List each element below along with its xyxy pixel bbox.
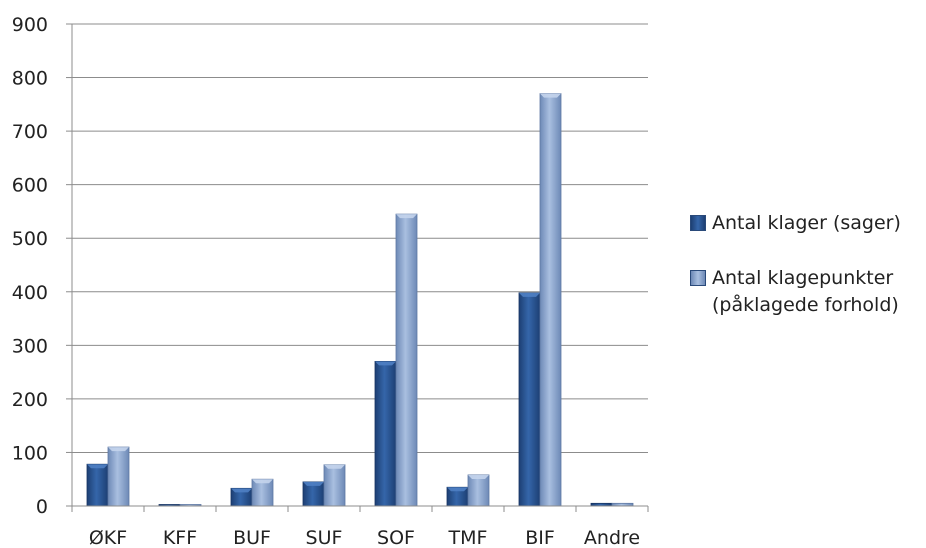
- x-tick-label: BIF: [525, 527, 555, 548]
- y-axis: 0 100 200 300 400 500 600 700 800 900: [12, 14, 73, 518]
- legend-swatch-series-2: [690, 270, 706, 286]
- y-tick-label: 800: [12, 68, 48, 90]
- bar-bevel: [468, 474, 489, 479]
- x-axis: ØKF KFF BUF SUF SOF TMF BIF Andre: [71, 505, 649, 548]
- y-tick-label: 500: [12, 228, 48, 250]
- bar-bevel: [324, 464, 345, 469]
- x-tick-label: SUF: [306, 527, 343, 548]
- legend-swatch-series-1: [690, 215, 706, 231]
- legend-label-series-2: Antal klagepunkter (påklagede forhold): [712, 267, 899, 316]
- x-tick-label: Andre: [584, 527, 640, 548]
- bar-klager-ØKF: [86, 463, 109, 507]
- x-tick-label: ØKF: [89, 527, 127, 548]
- y-tick-label: 400: [12, 282, 48, 304]
- bar-bevel: [303, 481, 324, 486]
- y-tick-label: 100: [12, 442, 48, 464]
- bar-klagepunkter-TMF: [467, 474, 490, 507]
- bar-klagepunkter-SUF: [323, 464, 346, 507]
- legend-item-series-1: Antal klager (sager): [690, 210, 926, 237]
- bar-bevel: [87, 464, 108, 469]
- bar-klagepunkter-BIF: [539, 93, 562, 507]
- legend-label-series-1: Antal klager (sager): [712, 212, 901, 234]
- bar-klager-BIF: [518, 292, 541, 507]
- bar-bevel: [447, 487, 468, 492]
- bar-klager-SOF: [374, 360, 397, 507]
- y-tick-label: 900: [12, 14, 48, 36]
- bar-bevel: [540, 93, 561, 98]
- x-tick-label: KFF: [163, 527, 197, 548]
- x-tick-label: BUF: [233, 527, 271, 548]
- bar-bevel: [519, 292, 540, 297]
- bar-bevel: [108, 447, 129, 452]
- bar-bevel: [375, 361, 396, 366]
- bar-bevel: [252, 479, 273, 484]
- x-tick-label: TMF: [448, 527, 488, 548]
- bar-bevel: [231, 488, 252, 493]
- bar-klagepunkter-ØKF: [107, 446, 130, 507]
- legend-item-series-2: Antal klagepunkter (påklagede forhold): [690, 265, 926, 319]
- bar-klagepunkter-BUF: [251, 478, 274, 507]
- bar-bevel: [396, 214, 417, 219]
- x-tick-label: SOF: [377, 527, 415, 548]
- legend: Antal klager (sager) Antal klagepunkter …: [690, 210, 926, 347]
- y-tick-label: 200: [12, 389, 48, 411]
- bar-series: [86, 93, 634, 507]
- y-tick-label: 0: [36, 496, 48, 518]
- y-tick-label: 700: [12, 121, 48, 143]
- y-tick-label: 600: [12, 175, 48, 197]
- bar-klagepunkter-SOF: [395, 213, 418, 507]
- y-tick-label: 300: [12, 335, 48, 357]
- gridlines: [72, 23, 648, 453]
